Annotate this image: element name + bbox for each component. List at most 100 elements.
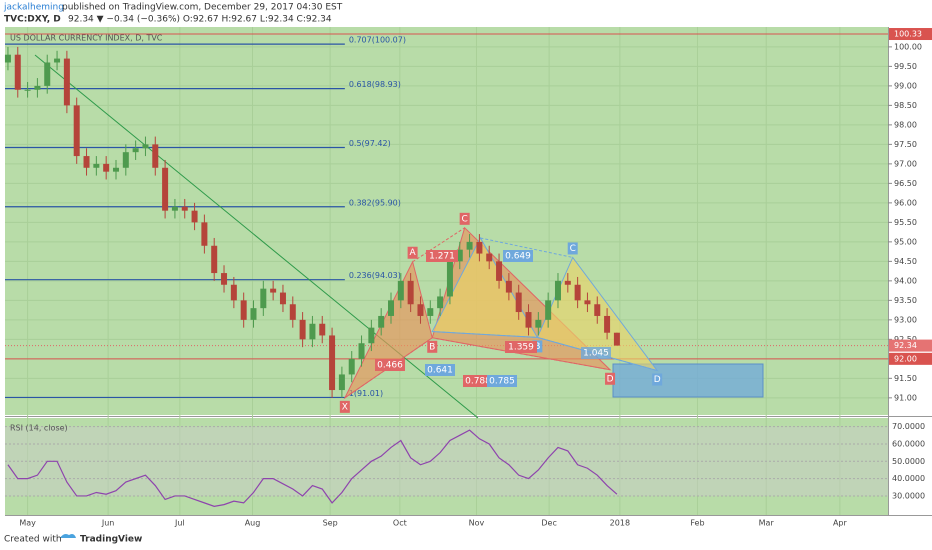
candle-body bbox=[191, 210, 198, 223]
quote: 92.34 ▼ −0.34 (−0.36%) O:92.67 H:92.67 L… bbox=[68, 15, 332, 25]
y-tick-label: 96.50 bbox=[894, 179, 917, 188]
y-tick-label: 96.00 bbox=[894, 198, 917, 207]
price-pane bbox=[5, 27, 888, 415]
pattern-point-label: C bbox=[570, 244, 576, 254]
last-price-label: 92.34 bbox=[894, 341, 917, 350]
y-tick-label: 60.0000 bbox=[892, 439, 925, 448]
y-tick-label: 70.0000 bbox=[892, 422, 925, 431]
candle-body bbox=[270, 288, 277, 293]
logo bbox=[60, 534, 76, 538]
ratio-label: 0.649 bbox=[505, 252, 531, 262]
candle-body bbox=[4, 54, 11, 63]
candle-body bbox=[358, 343, 365, 359]
candle-body bbox=[613, 332, 620, 346]
rsi-pane bbox=[5, 418, 888, 515]
y-tick-label: 95.50 bbox=[894, 218, 917, 227]
candle-body bbox=[24, 89, 31, 91]
price-tag bbox=[889, 28, 932, 41]
pattern-point-label: A bbox=[410, 248, 417, 258]
pattern-point-box bbox=[652, 373, 663, 386]
pattern-point-box bbox=[407, 246, 418, 259]
x-tick-label: Jun bbox=[101, 519, 115, 528]
candle-body bbox=[584, 300, 591, 305]
x-tick-label: Dec bbox=[541, 519, 556, 528]
candle-body bbox=[348, 358, 355, 375]
main-layer bbox=[4, 46, 620, 507]
candle-body bbox=[63, 58, 70, 106]
candle-body bbox=[456, 249, 463, 262]
ratio-label: 1.359 bbox=[508, 343, 534, 353]
candle-body bbox=[535, 319, 542, 328]
x-tick-label: May bbox=[19, 519, 36, 528]
fib-label: 0.707(100.07) bbox=[349, 36, 406, 45]
y-tick-label: 97.50 bbox=[894, 140, 917, 149]
candle-body bbox=[83, 156, 90, 168]
candle-body bbox=[142, 144, 149, 149]
rsi-title: RSI (14, close) bbox=[10, 424, 68, 433]
ratio-box bbox=[581, 347, 611, 359]
candle-body bbox=[181, 206, 188, 211]
candle-body bbox=[250, 308, 257, 320]
footer-brand[interactable]: TradingView bbox=[80, 535, 142, 545]
y-tick-label: 99.50 bbox=[894, 62, 917, 71]
candle-body bbox=[368, 327, 375, 344]
x-tick-label: Aug bbox=[245, 519, 261, 528]
price-tag bbox=[889, 352, 932, 365]
pattern-leg bbox=[412, 227, 465, 263]
candle-body bbox=[73, 105, 80, 157]
ratio-box bbox=[426, 250, 458, 262]
x-tick-label: Oct bbox=[393, 519, 407, 528]
y-tick-label: 98.50 bbox=[894, 101, 917, 110]
candle-body bbox=[407, 280, 414, 305]
x-tick-label: 2018 bbox=[610, 519, 630, 528]
candle-body bbox=[171, 206, 178, 211]
candle-body bbox=[122, 152, 129, 168]
candle-body bbox=[486, 253, 493, 262]
ratio-box bbox=[503, 250, 533, 262]
ratio-labels: 1.271 0.466 1.359 0.788 0.649 0.641 0.78… bbox=[375, 250, 611, 387]
candle-body bbox=[515, 292, 522, 313]
fib-label: 1(91.01) bbox=[349, 389, 383, 398]
author[interactable]: jackalheming bbox=[3, 3, 64, 13]
candle-body bbox=[525, 312, 532, 328]
candle-body bbox=[279, 292, 286, 305]
y-tick-label: 94.00 bbox=[894, 276, 917, 285]
candle-body bbox=[162, 167, 169, 211]
fib-label: 0.5(97.42) bbox=[349, 139, 391, 148]
last-price-tag bbox=[889, 339, 932, 352]
ratio-label: 0.466 bbox=[377, 361, 403, 371]
candle-body bbox=[417, 304, 424, 316]
target-zone bbox=[612, 363, 764, 398]
x-tick-label: Nov bbox=[469, 519, 485, 528]
candle-body bbox=[152, 144, 159, 168]
fib-label: 0.382(95.90) bbox=[349, 198, 401, 207]
pattern-point-label: B bbox=[429, 342, 435, 352]
y-tick-label: 92.50 bbox=[894, 335, 917, 344]
chart-title: US DOLLAR CURRENCY INDEX, D, TVC bbox=[10, 34, 163, 43]
candle-body bbox=[437, 296, 444, 309]
candle-body bbox=[594, 304, 601, 316]
candle-body bbox=[554, 280, 561, 301]
y-tick-label: 50.0000 bbox=[892, 457, 925, 466]
pattern-point-label: X bbox=[342, 402, 348, 412]
y-tick-label: 99.00 bbox=[894, 81, 917, 90]
pattern-leg bbox=[344, 337, 611, 399]
fib-label: 0.618(98.93) bbox=[349, 80, 401, 89]
ratio-box bbox=[487, 375, 517, 387]
candle-body bbox=[112, 167, 119, 172]
y-tick-label: 95.00 bbox=[894, 237, 917, 246]
ratio-box bbox=[425, 364, 455, 376]
price-tag-label: 100.33 bbox=[894, 30, 922, 39]
ratio-label: 0.785 bbox=[489, 377, 515, 387]
candle-body bbox=[446, 261, 453, 297]
pattern-point-box bbox=[567, 242, 578, 255]
candle-body bbox=[564, 280, 571, 285]
candle-body bbox=[319, 323, 326, 336]
ratio-box bbox=[505, 341, 537, 353]
ratio-label: 1.045 bbox=[583, 349, 609, 359]
candle-body bbox=[132, 148, 139, 153]
candle-body bbox=[93, 163, 100, 168]
candle-body bbox=[545, 300, 552, 320]
